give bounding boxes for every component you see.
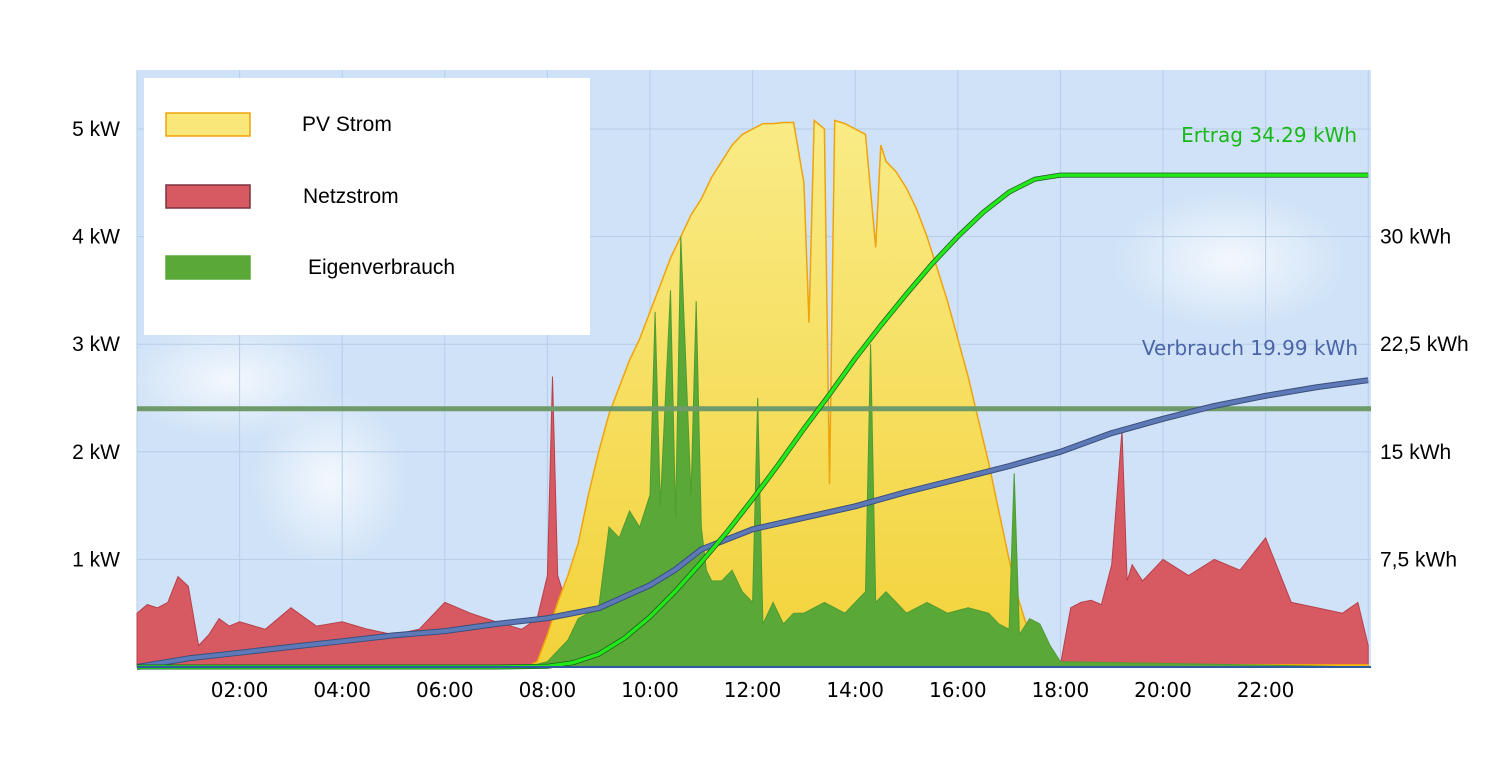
x-tick-label: 08:00: [519, 678, 577, 702]
series-eigenverbrauch-area: [137, 236, 1369, 668]
y-right-tick-label: 15 kWh: [1380, 441, 1451, 464]
legend-swatch: [165, 255, 251, 280]
x-tick-label: 16:00: [929, 678, 987, 702]
x-tick-label: 10:00: [621, 678, 679, 702]
x-axis-ticks: 02:00 04:00 06:00 08:00 10:00 12:00 14:00 16:00…: [211, 678, 1295, 702]
verbrauch-total-label: Verbrauch 19.99 kWh: [1142, 336, 1358, 360]
left-axis-ticks: 1 kW 2 kW 3 kW 4 kW 5 kW: [72, 118, 120, 571]
legend-label: PV Strom: [302, 113, 392, 136]
series-pv-strom-area: [137, 118, 1369, 668]
total-labels: Ertrag 34.29 kWh Verbrauch 19.99 kWh: [1142, 123, 1358, 360]
legend-label: Eigenverbrauch: [308, 256, 455, 279]
cumulative-lines: [136, 172, 1369, 670]
y-right-tick-label: 7,5 kWh: [1380, 548, 1457, 571]
ertrag-total-label: Ertrag 34.29 kWh: [1181, 123, 1357, 147]
x-tick-label: 04:00: [313, 678, 371, 702]
series-ertrag-line: [137, 173, 1369, 669]
x-tick-label: 06:00: [416, 678, 474, 702]
legend: PV Strom Netzstrom Eigenverbrauch: [144, 78, 590, 335]
legend-label: Netzstrom: [303, 185, 399, 208]
y-left-tick-label: 1 kW: [72, 548, 120, 571]
series-verbrauch-line: [136, 378, 1369, 669]
legend-swatch: [165, 112, 251, 137]
y-left-tick-label: 4 kW: [72, 226, 120, 249]
right-axis-ticks: 7,5 kWh 15 kWh 22,5 kWh 30 kWh: [1380, 226, 1469, 572]
y-left-tick-label: 2 kW: [72, 441, 120, 464]
x-tick-label: 22:00: [1237, 678, 1295, 702]
area-series: [136, 118, 1369, 668]
x-tick-label: 12:00: [724, 678, 782, 702]
x-tick-label: 02:00: [211, 678, 269, 702]
y-left-tick-label: 5 kW: [72, 118, 120, 141]
y-right-tick-label: 22,5 kWh: [1380, 333, 1469, 356]
x-tick-label: 14:00: [826, 678, 884, 702]
y-right-tick-label: 30 kWh: [1380, 226, 1451, 249]
x-tick-label: 18:00: [1032, 678, 1090, 702]
legend-swatch: [165, 184, 251, 209]
y-left-tick-label: 3 kW: [72, 333, 120, 356]
x-tick-label: 20:00: [1134, 678, 1192, 702]
